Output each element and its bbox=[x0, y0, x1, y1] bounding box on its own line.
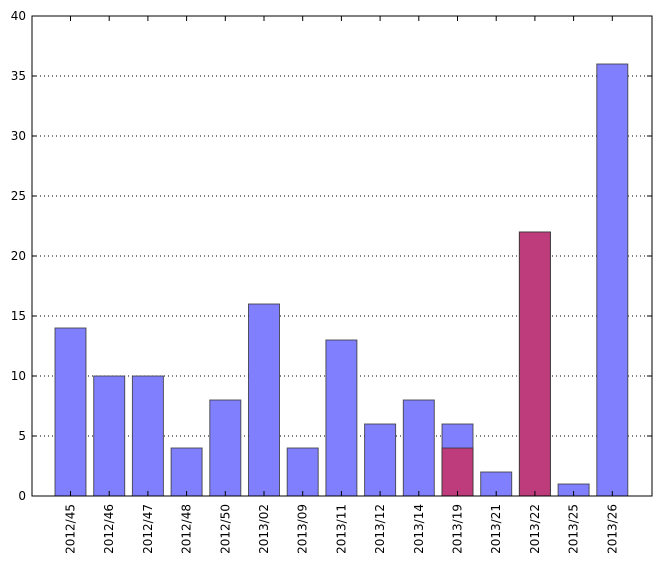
y-tick-label: 30 bbox=[11, 129, 26, 143]
x-tick-label: 2013/02 bbox=[257, 504, 271, 554]
x-tick-label: 2012/48 bbox=[180, 504, 194, 554]
y-axis: 0 5 10 15 20 25 30 35 40 bbox=[11, 9, 652, 503]
y-tick-label: 35 bbox=[11, 69, 26, 83]
x-tick-label: 2013/19 bbox=[451, 504, 465, 554]
bar-2012-47 bbox=[131, 375, 164, 497]
x-tick-label: 2013/21 bbox=[489, 504, 503, 554]
x-tick-label: 2012/50 bbox=[218, 504, 232, 554]
bar-2012-48 bbox=[170, 447, 203, 497]
y-tick-label: 5 bbox=[18, 429, 26, 443]
bar-2012-45 bbox=[54, 327, 87, 497]
bar-2013-11 bbox=[325, 339, 358, 497]
y-tick-label: 0 bbox=[18, 489, 26, 503]
x-tick-label: 2013/09 bbox=[296, 504, 310, 554]
bar-2013-22-highlight bbox=[518, 231, 551, 497]
bar-2012-46 bbox=[93, 375, 126, 497]
x-axis: 2012/45 2012/46 2012/47 2012/48 2012/50 2013/… bbox=[64, 16, 619, 554]
y-tick-label: 25 bbox=[11, 189, 26, 203]
bar-2013-02 bbox=[248, 303, 280, 497]
x-tick-label: 2013/14 bbox=[412, 504, 426, 554]
y-tick-label: 40 bbox=[11, 9, 26, 23]
x-tick-label: 2012/46 bbox=[102, 504, 116, 554]
y-tick-label: 20 bbox=[11, 249, 26, 263]
y-tick-label: 10 bbox=[11, 369, 26, 383]
bars bbox=[54, 63, 629, 497]
bar-2013-09 bbox=[286, 447, 319, 497]
x-tick-label: 2012/47 bbox=[141, 504, 155, 554]
x-tick-label: 2013/11 bbox=[334, 504, 348, 554]
x-tick-label: 2013/12 bbox=[373, 504, 387, 554]
x-tick-label: 2012/45 bbox=[64, 504, 78, 554]
x-tick-label: 2013/22 bbox=[528, 504, 542, 554]
bar-2013-19-highlight bbox=[441, 447, 474, 497]
bar-2013-14 bbox=[402, 399, 435, 497]
x-tick-label: 2013/25 bbox=[567, 504, 581, 554]
x-tick-label: 2013/26 bbox=[605, 504, 619, 554]
bar-2013-26 bbox=[596, 63, 629, 497]
plot-frame bbox=[31, 15, 653, 497]
y-tick-label: 15 bbox=[11, 309, 26, 323]
bar-2012-50 bbox=[209, 399, 242, 497]
bar-2013-12 bbox=[364, 423, 397, 497]
